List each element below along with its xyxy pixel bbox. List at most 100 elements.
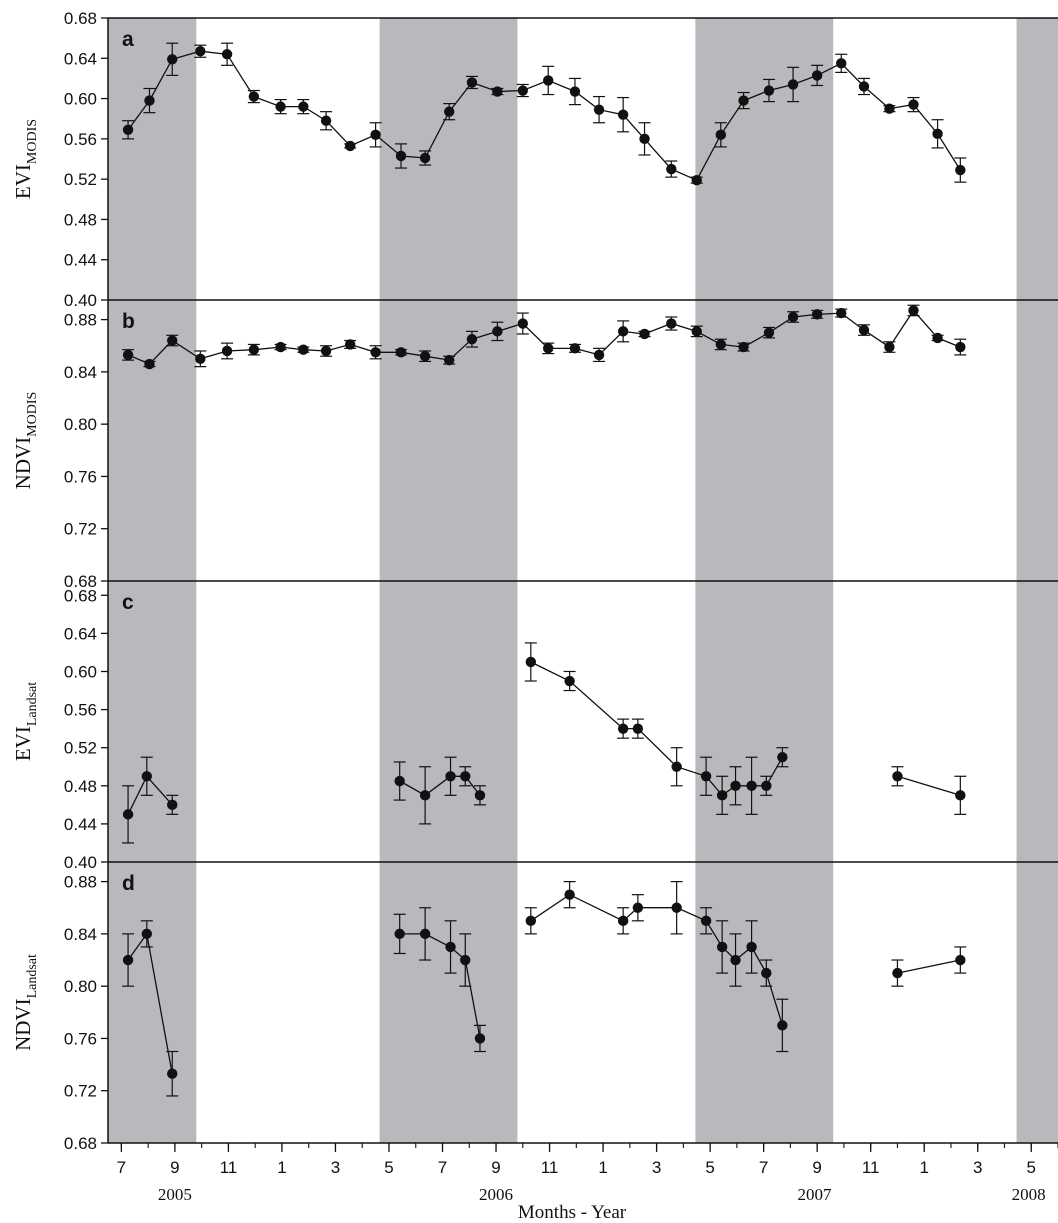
data-point (787, 79, 799, 90)
data-point (141, 771, 153, 782)
data-point (474, 1033, 486, 1044)
data-point (543, 343, 554, 354)
data-point (517, 318, 528, 329)
data-point (275, 101, 286, 112)
data-point (144, 95, 155, 106)
y-axis-label: NDVIMODIS (11, 392, 40, 490)
data-point (370, 129, 381, 141)
series-line-1 (127, 309, 961, 365)
y-tick-label: 0.60 (64, 90, 97, 109)
year-label: 2006 (479, 1185, 513, 1204)
data-point (221, 345, 233, 357)
data-point (715, 129, 727, 141)
y-tick-label: 0.48 (64, 210, 97, 229)
data-point (763, 85, 775, 96)
data-point (122, 124, 134, 135)
data-point (811, 309, 823, 320)
data-point (746, 780, 757, 791)
data-point (632, 723, 644, 734)
x-tick-label: 5 (705, 1158, 714, 1177)
x-tick-label: 11 (862, 1158, 880, 1177)
y-axis-label-sub: MODIS (25, 119, 40, 164)
y-tick-label: 0.76 (64, 1029, 97, 1048)
year-label: 2007 (797, 1185, 832, 1204)
data-point (761, 780, 772, 791)
data-point (419, 351, 431, 362)
y-tick-label: 0.52 (64, 170, 97, 189)
y-tick-label: 0.52 (64, 739, 97, 758)
data-point (593, 104, 605, 115)
x-tick-label: 5 (384, 1158, 393, 1177)
data-point (730, 780, 741, 791)
data-point (122, 809, 134, 820)
y-tick-label: 0.68 (64, 586, 97, 605)
y-tick-label: 0.80 (64, 977, 97, 996)
data-point (763, 327, 775, 338)
panel-d: 0.68 0.72 0.76 0.80 0.84 0.88 NDVILandsat d (11, 861, 1058, 1153)
data-point (639, 133, 650, 145)
y-tick-label: 0.56 (64, 130, 97, 149)
panel-letter: d (122, 872, 135, 895)
panel-c: 0.40 0.44 0.48 0.52 0.56 0.60 0.64 0.68 EVILands… (11, 580, 1058, 872)
data-point (564, 889, 575, 900)
panel-letter: b (122, 310, 135, 333)
y-axis-label-main: EVI (11, 164, 35, 199)
data-point (167, 335, 178, 346)
data-point (248, 344, 260, 355)
data-point (632, 902, 644, 913)
y-tick-label: 0.68 (64, 1134, 97, 1153)
series-line-4 (897, 775, 961, 796)
y-axis-label: EVIMODIS (11, 119, 40, 199)
data-point (666, 318, 677, 329)
x-tick-label: 5 (1027, 1158, 1036, 1177)
y-tick-label: 0.68 (64, 9, 97, 28)
y-tick-label: 0.44 (64, 251, 97, 270)
data-point (466, 77, 478, 88)
y-tick-label: 0.48 (64, 777, 97, 796)
data-point (730, 954, 741, 966)
data-point (344, 140, 356, 152)
data-point (884, 103, 895, 114)
data-point (248, 91, 260, 102)
data-point (700, 915, 712, 927)
x-tick-label: 1 (277, 1158, 286, 1177)
y-tick-label: 0.72 (64, 1082, 97, 1101)
data-point (811, 70, 823, 81)
y-tick-label: 0.64 (64, 49, 97, 68)
y-tick-label: 0.60 (64, 662, 97, 681)
data-point (195, 46, 206, 57)
x-tick-label: 9 (491, 1158, 500, 1177)
x-tick-label: 3 (652, 1158, 661, 1177)
data-point (700, 771, 712, 782)
panel-letter: c (122, 591, 134, 614)
y-axis-label-sub: MODIS (25, 392, 40, 437)
data-point (167, 799, 178, 811)
y-tick-label: 0.56 (64, 701, 97, 720)
data-point (671, 761, 682, 772)
y-tick-label: 0.44 (64, 815, 97, 834)
data-point (569, 86, 581, 97)
data-point (955, 954, 966, 966)
data-point (691, 326, 702, 337)
data-point (419, 152, 431, 164)
y-axis-label-sub: Landsat (25, 682, 40, 726)
data-point (716, 941, 728, 953)
y-tick-label: 0.68 (64, 572, 97, 591)
data-point (932, 128, 943, 140)
x-tick-label: 1 (598, 1158, 607, 1177)
data-point (884, 341, 895, 353)
data-point (892, 771, 903, 782)
data-point (639, 328, 650, 340)
data-point (344, 339, 356, 350)
data-point (787, 311, 799, 323)
data-point (738, 95, 749, 106)
year-label: 2005 (158, 1185, 192, 1204)
data-point (492, 86, 503, 97)
data-point (445, 941, 456, 953)
data-point (955, 790, 966, 801)
series-line-4 (897, 959, 961, 974)
data-point (617, 723, 629, 734)
panel-a: 0.40 0.44 0.48 0.52 0.56 0.60 0.64 0.68 EVIMODIS… (11, 9, 1058, 310)
data-point (122, 349, 134, 361)
